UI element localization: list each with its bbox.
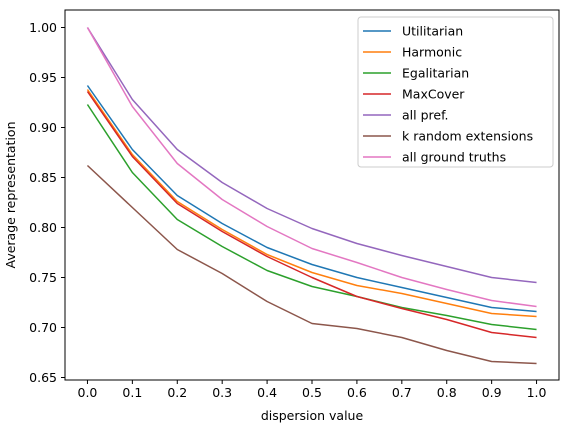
x-tick-label: 0.7 bbox=[392, 385, 412, 400]
legend-frame bbox=[357, 16, 554, 168]
legend-label: Egalitarian bbox=[402, 66, 469, 81]
series-layer bbox=[86, 27, 537, 365]
series-line-3 bbox=[86, 91, 537, 339]
x-axis-label: dispersion value bbox=[261, 408, 364, 423]
series-line-1 bbox=[86, 89, 537, 318]
legend-label: Harmonic bbox=[402, 45, 462, 60]
series-line-5 bbox=[86, 164, 537, 365]
x-axis-ticks: 0.0 0.1 0.2 0.3 0.4 0.5 0.6 0.7 0.8 0.9 1.0 bbox=[78, 380, 547, 400]
y-tick-label: 1.00 bbox=[29, 20, 57, 35]
y-tick-label: 0.85 bbox=[29, 170, 57, 185]
x-tick-label: 0.8 bbox=[437, 385, 457, 400]
series-line-0 bbox=[86, 85, 537, 313]
legend-label: all ground truths bbox=[402, 150, 506, 165]
series-line-4 bbox=[86, 27, 537, 284]
x-tick-label: 0.1 bbox=[122, 385, 142, 400]
y-tick-label: 0.70 bbox=[29, 320, 57, 335]
legend-label: k random extensions bbox=[402, 129, 533, 144]
legend-label: all pref. bbox=[402, 108, 449, 123]
x-tick-label: 0.0 bbox=[78, 385, 98, 400]
y-tick-label: 0.75 bbox=[29, 270, 57, 285]
legend-label: MaxCover bbox=[402, 87, 465, 102]
legend-label: Utilitarian bbox=[402, 24, 463, 39]
x-tick-label: 0.5 bbox=[302, 385, 322, 400]
x-tick-label: 0.4 bbox=[257, 385, 277, 400]
series-line-6 bbox=[86, 27, 537, 308]
x-tick-label: 1.0 bbox=[527, 385, 547, 400]
y-tick-label: 0.95 bbox=[29, 70, 57, 85]
y-axis-ticks: 0.65 0.70 0.75 0.80 0.85 0.90 0.95 1.00 bbox=[29, 20, 65, 385]
legend: Utilitarian Harmonic Egalitarian MaxCover al… bbox=[357, 16, 554, 168]
x-tick-label: 0.9 bbox=[482, 385, 502, 400]
series-line-2 bbox=[86, 104, 537, 331]
y-tick-label: 0.65 bbox=[29, 370, 57, 385]
y-axis-label: Average representation bbox=[3, 122, 18, 269]
y-tick-label: 0.80 bbox=[29, 220, 57, 235]
x-tick-label: 0.2 bbox=[167, 385, 187, 400]
x-tick-label: 0.3 bbox=[212, 385, 232, 400]
y-tick-label: 0.90 bbox=[29, 120, 57, 135]
x-tick-label: 0.6 bbox=[347, 385, 367, 400]
